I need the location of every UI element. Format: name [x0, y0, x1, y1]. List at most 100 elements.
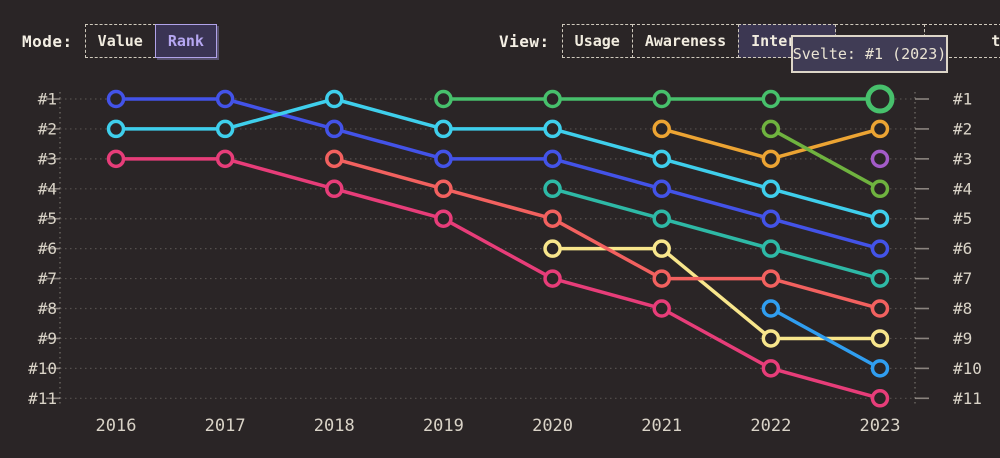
marker-teal-2021[interactable] [652, 209, 671, 228]
right-axis-label-5: #5 [953, 209, 972, 228]
marker-yellow-2021[interactable] [652, 239, 671, 258]
marker-cyan-2021[interactable] [652, 149, 671, 169]
marker-cyan-2018[interactable] [325, 89, 344, 109]
x-axis-label-2023: 2023 [860, 416, 901, 436]
marker-coral-2019[interactable] [434, 179, 453, 199]
left-axis-label-5: #5 [38, 209, 57, 228]
x-axis-label-2017: 2017 [205, 416, 246, 436]
series-line-pink[interactable] [114, 157, 882, 401]
right-axis-label-11: #11 [953, 389, 982, 408]
marker-yellow-2022[interactable] [761, 329, 781, 348]
right-axis-label-1: #1 [953, 90, 972, 109]
right-axis-label-2: #2 [953, 119, 972, 138]
x-axis-label-2020: 2020 [532, 416, 573, 436]
marker-svelte-green-2019[interactable] [434, 89, 453, 109]
left-axis-label-1: #1 [38, 90, 57, 109]
mode-button-rank[interactable]: Rank [154, 24, 217, 58]
marker-royal-blue-2018[interactable] [325, 119, 344, 139]
marker-dodger-blue-2022[interactable] [761, 299, 781, 318]
left-axis-label-4: #4 [38, 179, 57, 198]
marker-coral-2022[interactable] [761, 269, 781, 288]
right-axis-label-9: #9 [953, 329, 972, 348]
marker-cyan-2017[interactable] [215, 119, 235, 139]
marker-orange-2022[interactable] [761, 149, 781, 169]
marker-pink-2021[interactable] [652, 299, 671, 318]
left-axis-label-8: #8 [38, 299, 57, 318]
marker-royal-blue-2016[interactable] [106, 89, 126, 109]
marker-svelte-green-2021[interactable] [652, 89, 671, 109]
marker-teal-2023[interactable] [870, 269, 890, 288]
marker-dodger-blue-2023[interactable] [870, 359, 890, 378]
marker-royal-blue-2020[interactable] [543, 149, 562, 169]
marker-cyan-2019[interactable] [434, 119, 453, 139]
marker-svelte-green-2020[interactable] [543, 89, 562, 109]
marker-coral-2023[interactable] [870, 299, 890, 318]
marker-pink-2017[interactable] [215, 149, 235, 169]
marker-pink-2022[interactable] [761, 359, 781, 378]
view-button-awareness[interactable]: Awareness [631, 24, 740, 58]
marker-pink-2020[interactable] [543, 269, 562, 288]
view-label: View: [499, 31, 550, 51]
marker-pink-2023[interactable] [870, 389, 890, 408]
right-axis-label-8: #8 [953, 299, 972, 318]
marker-cyan-2022[interactable] [761, 179, 781, 199]
series-line-dodger-blue[interactable] [769, 306, 882, 371]
right-axis-label-7: #7 [953, 269, 972, 288]
marker-royal-blue-2017[interactable] [215, 89, 235, 109]
view-button-usage[interactable]: Usage [561, 24, 633, 58]
series-line-royal-blue[interactable] [114, 97, 882, 251]
marker-pink-2018[interactable] [325, 179, 344, 199]
marker-coral-2021[interactable] [652, 269, 671, 288]
right-axis-label-6: #6 [953, 239, 972, 258]
x-axis-label-2021: 2021 [641, 416, 682, 436]
marker-yellow-2020[interactable] [543, 239, 562, 258]
series-line-olive-green[interactable] [769, 127, 882, 191]
mode-control-group: Mode: Value Rank [22, 24, 217, 58]
left-axis-label-9: #9 [38, 329, 57, 348]
series-line-cyan[interactable] [114, 97, 882, 221]
x-axis-label-2019: 2019 [423, 416, 464, 436]
marker-svelte-green-2022[interactable] [761, 89, 781, 109]
right-axis-label-10: #10 [953, 359, 982, 378]
marker-coral-2018[interactable] [325, 149, 344, 169]
marker-cyan-2023[interactable] [870, 209, 890, 228]
marker-royal-blue-2021[interactable] [652, 179, 671, 199]
mode-button-value[interactable]: Value [84, 24, 156, 58]
left-axis-label-10: #10 [28, 359, 57, 378]
series-line-teal[interactable] [550, 187, 882, 281]
x-axis-label-2018: 2018 [314, 416, 355, 436]
left-axis-label-3: #3 [38, 149, 57, 168]
marker-teal-2020[interactable] [543, 179, 562, 199]
left-axis-label-6: #6 [38, 239, 57, 258]
marker-royal-blue-2019[interactable] [434, 149, 453, 169]
tooltip-text: Svelte: #1 (2023) [792, 45, 947, 63]
left-axis-label-11: #11 [28, 389, 57, 408]
series-line-coral[interactable] [332, 157, 882, 311]
marker-purple-2023[interactable] [870, 149, 890, 169]
left-axis-label-2: #2 [38, 119, 57, 138]
marker-olive-green-2022[interactable] [761, 119, 781, 139]
mode-label: Mode: [22, 31, 73, 51]
right-axis-label-3: #3 [953, 149, 972, 168]
marker-teal-2022[interactable] [761, 239, 781, 258]
marker-royal-blue-2022[interactable] [761, 209, 781, 228]
x-axis-label-2022: 2022 [750, 416, 791, 436]
marker-pink-2019[interactable] [434, 209, 453, 228]
marker-coral-2020[interactable] [543, 209, 562, 228]
marker-yellow-2023[interactable] [870, 329, 890, 348]
left-axis-label-7: #7 [38, 269, 57, 288]
mode-button-row: Value Rank [84, 24, 217, 58]
marker-cyan-2020[interactable] [543, 119, 562, 139]
marker-svelte-green-2023-highlighted[interactable] [865, 84, 895, 114]
marker-cyan-2016[interactable] [106, 119, 126, 139]
marker-pink-2016[interactable] [106, 149, 126, 169]
x-axis-label-2016: 2016 [96, 416, 137, 436]
right-axis-label-4: #4 [953, 179, 972, 198]
hover-tooltip: Svelte: #1 (2023) [791, 35, 948, 73]
marker-royal-blue-2023[interactable] [870, 239, 890, 258]
marker-orange-2021[interactable] [652, 119, 671, 139]
marker-orange-2023[interactable] [870, 119, 890, 139]
marker-olive-green-2023[interactable] [870, 179, 890, 199]
